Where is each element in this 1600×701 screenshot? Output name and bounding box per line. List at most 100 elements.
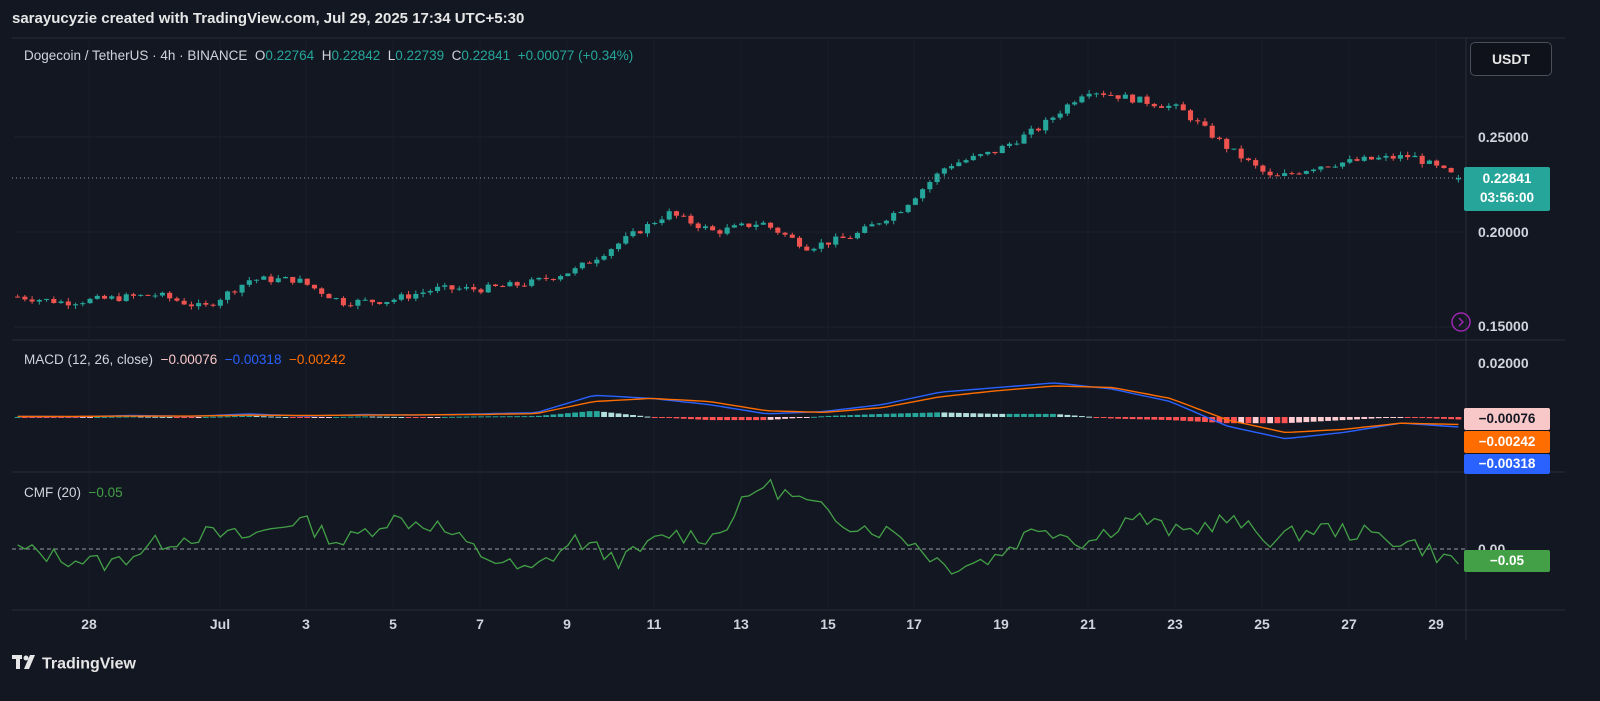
macd-histogram-bar <box>550 414 557 417</box>
macd-histogram-bar <box>876 414 883 417</box>
candle-body <box>702 226 708 229</box>
candle-body <box>927 182 933 190</box>
candle-body <box>304 278 310 285</box>
macd-histogram-bar <box>1086 416 1093 418</box>
macd-histogram-bar <box>622 414 629 417</box>
macd-histogram-bar <box>318 417 325 418</box>
macd-histogram-bar <box>796 417 803 418</box>
macd-histogram-bar <box>1165 417 1172 421</box>
macd-histogram-bar <box>738 417 745 421</box>
candle-body <box>746 223 752 227</box>
macd-histogram-bar <box>905 413 912 417</box>
symbol-title[interactable]: Dogecoin / TetherUS · 4h · BINANCE <box>24 48 248 63</box>
candle-body <box>1144 96 1150 104</box>
candle-body <box>159 292 165 296</box>
symbol-legend: Dogecoin / TetherUS · 4h · BINANCE O0.22… <box>24 48 633 63</box>
candle-body <box>854 232 860 239</box>
candle-body <box>811 248 817 251</box>
candle-body <box>29 299 35 302</box>
macd-histogram-bar <box>1194 417 1201 422</box>
macd-histogram-bar <box>492 416 499 418</box>
macd-histogram-bar <box>412 417 419 418</box>
macd-histogram-bar <box>1035 413 1042 417</box>
candle-body <box>847 238 853 240</box>
macd-histogram-bar <box>1252 417 1259 424</box>
macd-histogram-bar <box>536 415 542 417</box>
last-price-value: 0.22841 <box>1482 171 1532 186</box>
candle-body <box>514 282 520 286</box>
candle-body <box>22 296 28 300</box>
macd-histogram-bar <box>1100 417 1107 418</box>
macd-histogram-bar <box>347 416 354 418</box>
candle-body <box>492 284 498 287</box>
macd-histogram-bar <box>116 416 122 418</box>
candle-body <box>1332 166 1338 168</box>
candle-body <box>225 291 231 300</box>
candle-body <box>970 155 976 161</box>
macd-histogram-bar <box>340 416 347 418</box>
candle-body <box>1361 156 1367 161</box>
currency-button[interactable]: USDT <box>1470 42 1552 76</box>
macd-histogram-bar <box>1013 413 1020 417</box>
macd-legend: MACD (12, 26, close) −0.00076 −0.00318 −… <box>24 352 346 367</box>
attribution-text: sarayucyzie created with TradingView.com… <box>12 10 525 27</box>
candle-body <box>818 242 824 249</box>
macd-histogram-bar <box>709 417 716 421</box>
x-tick-21: 21 <box>1080 616 1096 632</box>
price-tick-3: 0.15000 <box>1478 318 1529 334</box>
candle-body <box>210 304 216 306</box>
macd-histogram-bar <box>926 412 933 417</box>
compare-icon[interactable] <box>1451 312 1471 332</box>
macd-histogram-bar <box>297 417 303 418</box>
candle-body <box>485 284 491 293</box>
macd-histogram-bar <box>644 416 651 418</box>
candle-body <box>1093 93 1099 95</box>
macd-histogram-bar <box>1412 417 1418 418</box>
candle-body <box>101 295 108 299</box>
macd-histogram-bar <box>202 416 209 418</box>
macd-histogram-bar <box>630 415 636 417</box>
candle-body <box>463 287 470 289</box>
candle-body <box>232 291 238 293</box>
candle-body <box>739 223 745 226</box>
candle-body <box>999 145 1005 154</box>
candle-body <box>290 276 296 283</box>
candle-body <box>203 303 209 305</box>
tradingview-logo[interactable]: TradingView <box>12 655 136 674</box>
candle-body <box>80 303 86 305</box>
cmf-title[interactable]: CMF (20) <box>24 485 81 500</box>
macd-histogram-bar <box>767 417 774 420</box>
macd-histogram-bar <box>1158 417 1165 420</box>
candle-body <box>1347 159 1353 163</box>
macd-histogram-bar <box>456 416 463 418</box>
macd-histogram-bar <box>29 417 35 418</box>
candle-body <box>427 291 433 293</box>
macd-histogram-bar <box>1419 417 1426 418</box>
candle-body <box>340 298 346 306</box>
macd-histogram-bar <box>992 413 998 417</box>
candle-body <box>898 212 904 214</box>
macd-histogram-bar <box>1093 417 1100 418</box>
candle-body <box>94 295 100 299</box>
macd-histogram-bar <box>745 417 752 421</box>
candle-body <box>261 276 267 280</box>
macd-histogram-bar <box>753 417 759 421</box>
candle-body <box>1209 125 1215 138</box>
macd-title[interactable]: MACD (12, 26, close) <box>24 352 154 367</box>
candle-body <box>1412 155 1418 158</box>
macd-histogram-bar <box>1151 417 1158 420</box>
macd-histogram-bar <box>43 417 50 418</box>
macd-histogram-bar <box>355 416 361 418</box>
candle-body <box>666 211 672 220</box>
candle-body <box>710 226 716 231</box>
macd-histogram-bar <box>1332 417 1339 421</box>
candle-body <box>550 278 556 280</box>
candle-body <box>1441 165 1447 168</box>
candle-body <box>471 287 477 290</box>
macd-histogram-bar <box>1042 413 1049 417</box>
candle-body <box>681 215 687 217</box>
macd-histogram-bar <box>1064 414 1071 417</box>
macd-histogram-bar <box>1267 417 1274 424</box>
candle-body <box>326 293 332 299</box>
